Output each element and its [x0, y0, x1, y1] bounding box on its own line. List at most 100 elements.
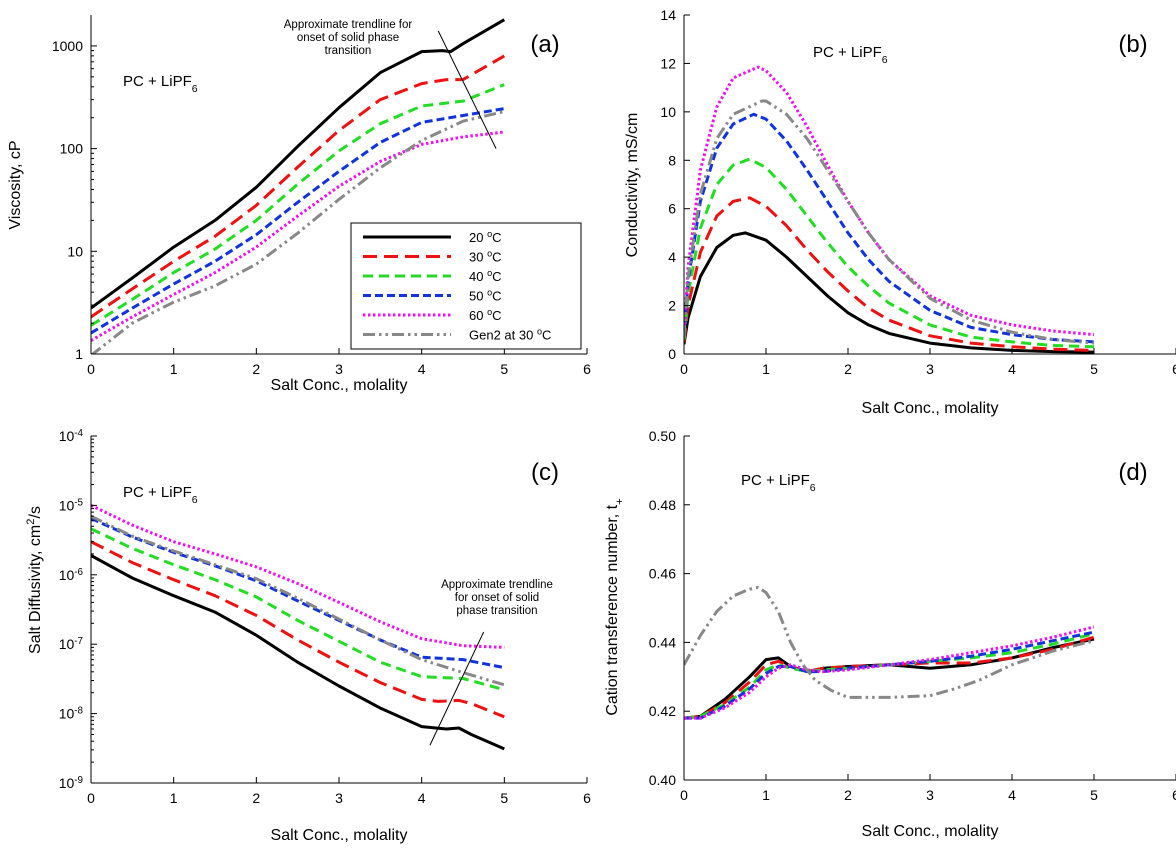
series-line-5 [684, 65, 1095, 337]
x-tick-label: 0 [87, 790, 95, 806]
legend-entry: 30 oC [469, 249, 502, 265]
series-line-1 [91, 18, 506, 310]
y-tick-label: 4 [668, 249, 676, 265]
series-line-6 [91, 514, 505, 687]
panel-2: 012345602468101214Salt Conc., molalityCo… [624, 7, 1176, 417]
y-tick-label: 6 [668, 201, 676, 217]
y-tick-label: 1 [75, 346, 83, 362]
y-tick-label: 10-9 [59, 775, 83, 792]
series-line-6 [684, 99, 1095, 345]
panel-label: (d) [1118, 459, 1147, 486]
series-line-4 [91, 107, 505, 335]
y-tick-label: 2 [668, 298, 676, 314]
series-line-2 [91, 54, 506, 319]
panel-label: (a) [530, 31, 559, 58]
annotation-text: Approximate trendline for [284, 19, 413, 31]
x-tick-label: 4 [1008, 787, 1016, 803]
y-tick-label: 10-6 [59, 566, 84, 583]
x-tick-label: 3 [926, 787, 934, 803]
x-tick-label: 2 [844, 361, 852, 377]
system-label: PC + LiPF6 [741, 472, 816, 494]
panel-3: 0 1 2 3 4 5 6 10-9 10-8 10-7 10-6 10-5 10-4 Salt Conc… [25, 428, 591, 845]
annotation-text: Approximate trendline [441, 579, 553, 591]
series-line-4 [91, 517, 505, 670]
x-tick-label: 2 [252, 361, 260, 377]
system-label: PC + LiPF6 [123, 484, 198, 506]
series-line-1 [91, 554, 505, 751]
series-line-1 [684, 637, 1095, 720]
series-line-5 [91, 130, 505, 342]
x-tick-label: 5 [1090, 787, 1098, 803]
series-line-3 [91, 527, 505, 692]
x-tick-label: 1 [170, 790, 178, 806]
series-line-6 [91, 110, 505, 354]
x-tick-label: 6 [1172, 787, 1176, 803]
x-tick-label: 1 [762, 361, 770, 377]
y-tick-label: 0.44 [649, 634, 676, 650]
series-line-3 [684, 157, 1095, 349]
series-line-4 [684, 630, 1095, 720]
y-tick-label: 10-4 [59, 428, 84, 445]
y-tick-label: 10 [67, 243, 83, 259]
y-axis-label: Conductivity, mS/cm [624, 113, 641, 258]
x-tick-label: 6 [583, 361, 591, 377]
x-tick-label: 1 [762, 787, 770, 803]
y-tick-label: 0 [668, 346, 676, 362]
series-line-5 [684, 625, 1095, 720]
y-tick-label: 10 [660, 104, 676, 120]
system-label: PC + LiPF6 [813, 44, 888, 66]
legend-entry: 20 oC [469, 229, 502, 245]
trendline [429, 631, 485, 746]
x-tick-label: 3 [335, 790, 343, 806]
y-tick-label: 0.40 [649, 772, 676, 788]
x-tick-label: 1 [170, 361, 178, 377]
y-tick-label: 14 [660, 7, 676, 23]
x-tick-label: 3 [926, 361, 934, 377]
annotation-text: onset of solid phase [297, 32, 399, 44]
x-tick-label: 4 [1008, 361, 1016, 377]
x-tick-label: 5 [1090, 361, 1098, 377]
series-line-3 [91, 83, 505, 327]
x-tick-label: 2 [252, 790, 260, 806]
annotation-text: transition [325, 45, 372, 57]
x-tick-label: 6 [583, 790, 591, 806]
x-tick-label: 4 [418, 361, 426, 377]
x-tick-label: 5 [500, 361, 508, 377]
x-tick-label: 6 [1172, 361, 1176, 377]
system-label: PC + LiPF6 [123, 73, 198, 95]
legend-entry: 60 oC [469, 307, 502, 323]
panel-4: 0 1 2 3 4 5 6 0.40 0.42 0.44 0.46 0.48 0.50 Salt Conc… [604, 428, 1176, 840]
series-line-4 [684, 112, 1095, 344]
x-tick-label: 4 [418, 790, 426, 806]
series-line-1 [684, 231, 1095, 354]
series-line-5 [91, 504, 505, 649]
y-axis-label: Viscosity, cP [7, 140, 24, 229]
legend-entry: Gen2 at 30 oC [469, 327, 551, 343]
x-tick-label: 5 [500, 790, 508, 806]
x-tick-label: 2 [844, 787, 852, 803]
panel-label: (b) [1118, 31, 1147, 58]
legend: 20 oC 30 oC 40 oC 50 oC 60 oC Gen2 at 30 oC [350, 222, 582, 350]
y-tick-label: 0.42 [649, 703, 676, 719]
annotation-text: for onset of solid [455, 592, 539, 604]
y-tick-label: 10-7 [59, 636, 83, 653]
x-tick-label: 0 [680, 361, 688, 377]
y-tick-label: 0.46 [649, 566, 676, 582]
series-line-2 [91, 540, 505, 719]
panel-label: (c) [531, 459, 559, 486]
y-tick-label: 1000 [52, 38, 83, 54]
y-axis-label: Salt Diffusivity, cm2/s [25, 506, 44, 654]
series-line-6 [684, 585, 1095, 699]
y-tick-label: 10-5 [59, 497, 84, 514]
series-line-2 [684, 635, 1095, 720]
legend-entry: 40 oC [469, 268, 502, 284]
x-axis-label: Salt Conc., molality [862, 823, 999, 840]
y-tick-label: 12 [660, 55, 676, 71]
x-axis-label: Salt Conc., molality [862, 400, 999, 417]
y-tick-label: 8 [668, 152, 676, 168]
y-tick-label: 10-8 [59, 705, 84, 722]
y-axis-label: Cation transference number, t+ [604, 498, 626, 715]
x-tick-label: 0 [87, 361, 95, 377]
